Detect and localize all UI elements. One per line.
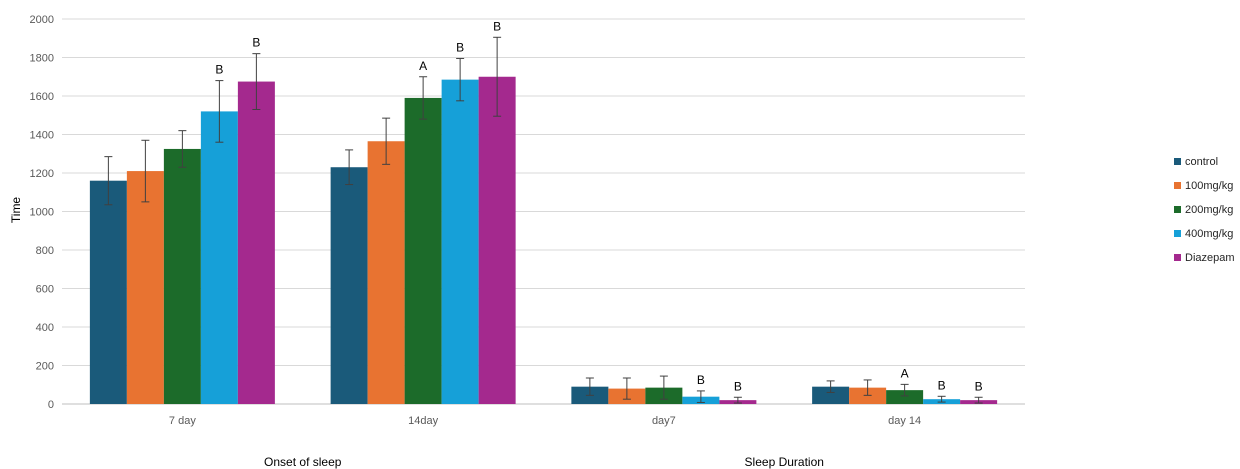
y-tick-label: 1000 <box>30 207 54 219</box>
legend-swatch <box>1174 206 1181 213</box>
significance-label: B <box>734 379 742 393</box>
bar <box>886 390 924 404</box>
bar <box>163 148 201 404</box>
x-tick-label: 14day <box>408 415 438 427</box>
x-tick-label: 7 day <box>169 415 196 427</box>
bar <box>126 171 164 404</box>
significance-label: B <box>938 378 946 392</box>
legend-label: control <box>1185 156 1218 168</box>
legend-label: 200mg/kg <box>1185 204 1233 216</box>
legend: control 100mg/kg 200mg/kg 400mg/kg Diazepam <box>1174 156 1235 264</box>
bar <box>404 97 442 405</box>
significance-label: B <box>493 19 501 33</box>
legend-swatch <box>1174 230 1181 237</box>
bars <box>89 76 998 405</box>
y-tick-label: 400 <box>36 322 54 334</box>
y-tick-label: 0 <box>48 399 54 411</box>
y-axis-title: Time <box>9 197 23 224</box>
y-tick-label: 2000 <box>30 14 54 26</box>
bar <box>478 76 516 404</box>
x-tick-label: day 14 <box>888 415 921 427</box>
significance-label: B <box>975 379 983 393</box>
y-tick-label: 1800 <box>30 53 54 65</box>
bar <box>89 180 127 404</box>
y-tick-label: 800 <box>36 245 54 257</box>
group-title: Sleep Duration <box>745 455 824 469</box>
significance-labels: B B A B B B B A B B <box>215 19 982 393</box>
x-tick-label: day7 <box>652 415 676 427</box>
significance-label: B <box>252 36 260 50</box>
legend-swatch <box>1174 182 1181 189</box>
bar <box>330 167 368 404</box>
bar <box>441 79 479 404</box>
error-bars <box>104 36 983 404</box>
significance-label: A <box>901 366 909 380</box>
significance-label: B <box>697 373 705 387</box>
y-tick-label: 1200 <box>30 168 54 180</box>
group-titles: Onset of sleep Sleep Duration <box>264 455 824 469</box>
bar <box>367 141 405 405</box>
legend-swatch <box>1174 158 1181 165</box>
legend-swatch <box>1174 254 1181 261</box>
y-tick-label: 200 <box>36 361 54 373</box>
group-title: Onset of sleep <box>264 455 342 469</box>
legend-label: 400mg/kg <box>1185 228 1233 240</box>
y-tick-label: 600 <box>36 284 54 296</box>
significance-label: B <box>215 63 223 77</box>
bar <box>200 111 238 405</box>
x-tick-labels: 7 day 14day day7 day 14 <box>169 415 921 427</box>
y-tick-label: 1600 <box>30 91 54 103</box>
bar <box>237 81 275 404</box>
significance-label: B <box>456 40 464 54</box>
y-tick-labels: 0 200 400 600 800 1000 1200 1400 1600 1800 2000 <box>30 14 54 411</box>
bar <box>812 386 850 404</box>
significance-label: A <box>419 59 427 73</box>
y-tick-label: 1400 <box>30 130 54 142</box>
legend-label: Diazepam <box>1185 252 1235 264</box>
legend-label: 100mg/kg <box>1185 180 1233 192</box>
